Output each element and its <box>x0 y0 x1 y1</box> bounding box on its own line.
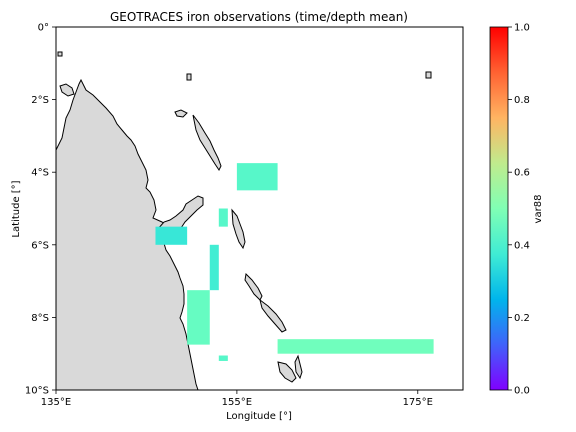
y-axis-ticks: 0° 2°S 4°S 6°S 8°S 10°S <box>25 23 56 397</box>
land-malaita <box>294 354 303 380</box>
data-cell-6 <box>277 339 434 354</box>
land-new-hanover <box>174 109 188 118</box>
x-tick-label: 135°E <box>41 397 71 408</box>
land-new-guinea <box>56 78 199 390</box>
x-axis-label: Longitude [°] <box>226 411 292 422</box>
colorbar-gradient <box>490 27 508 390</box>
land-santa-isabel <box>259 298 287 333</box>
land-layer <box>56 51 432 390</box>
data-cell-4 <box>209 244 219 291</box>
data-cell-7 <box>218 355 228 361</box>
y-tick-label: 0° <box>38 23 49 34</box>
colorbar-tick-label: 0.2 <box>514 313 530 324</box>
y-tick-label: 6°S <box>31 240 49 251</box>
map-title: GEOTRACES iron observations (time/depth … <box>110 10 408 24</box>
land-islet-north <box>186 73 192 81</box>
colorbar-tick-label: 1.0 <box>514 23 530 34</box>
colorbar-ticks: 0.0 0.2 0.4 0.6 0.8 1.0 <box>508 23 530 397</box>
data-cell-2 <box>218 208 228 227</box>
map-axes: 135°E 155°E 175°E 0° 2°S 4°S 6°S 8°S 10°S <box>25 23 464 408</box>
y-tick-label: 2°S <box>31 95 49 106</box>
colorbar-tick-label: 0.6 <box>514 168 530 179</box>
colorbar: 0.0 0.2 0.4 0.6 0.8 1.0 var88 <box>489 23 544 397</box>
y-tick-label: 8°S <box>31 313 49 324</box>
land-islet-east <box>425 71 432 79</box>
data-cell-1 <box>236 163 278 191</box>
data-cell-5 <box>187 290 210 345</box>
data-cells <box>155 163 434 361</box>
axes-frame <box>55 26 464 391</box>
y-tick-label: 4°S <box>31 168 49 179</box>
colorbar-tick-label: 0.0 <box>514 386 530 397</box>
land-islet-nw <box>57 51 63 57</box>
colorbar-tick-label: 0.8 <box>514 95 530 106</box>
land-guadalcanal <box>277 361 297 383</box>
land-bougainville <box>231 208 246 250</box>
colorbar-label: var88 <box>533 195 544 224</box>
colorbar-tick-label: 0.4 <box>514 240 530 251</box>
land-manus <box>59 83 75 97</box>
land-new-ireland <box>192 114 222 171</box>
y-tick-label: 10°S <box>25 386 49 397</box>
x-tick-label: 155°E <box>222 397 252 408</box>
x-tick-label: 175°E <box>403 397 433 408</box>
y-axis-label: Latitude [°] <box>11 180 22 237</box>
data-cell-3 <box>155 226 188 245</box>
colorbar-frame <box>489 26 509 391</box>
x-axis-ticks: 135°E 155°E 175°E <box>41 390 433 408</box>
